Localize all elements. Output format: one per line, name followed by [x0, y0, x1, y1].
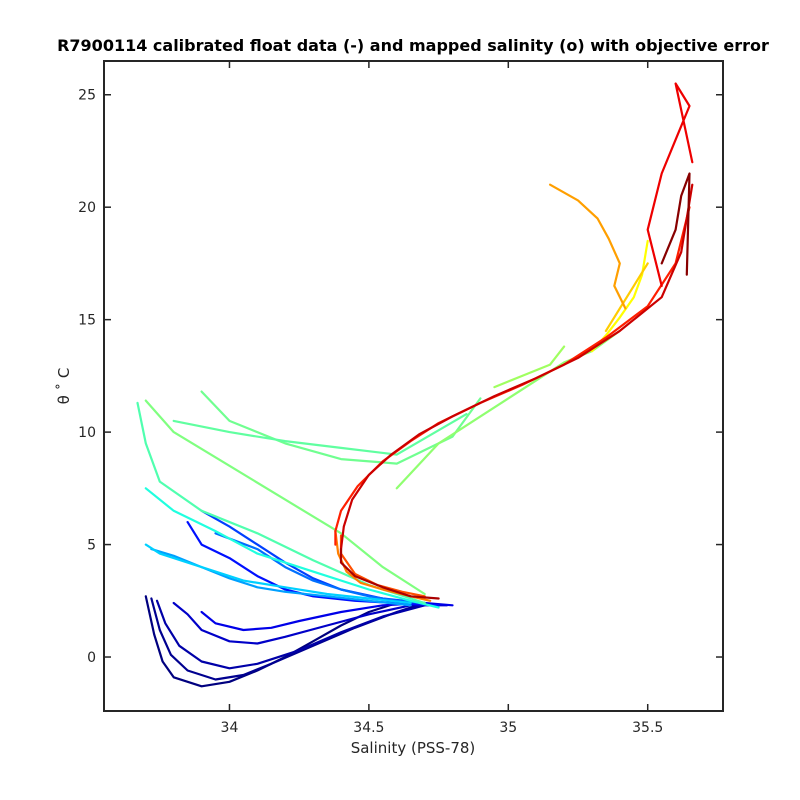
series-line-16	[493, 345, 566, 389]
series-line-24	[339, 183, 694, 551]
y-tick-label: 10	[78, 425, 96, 441]
x-tick-label: 34	[221, 720, 239, 736]
y-tick-label: 20	[78, 200, 96, 216]
y-axis-label: θ ˚ C	[55, 368, 73, 405]
series-line-9	[144, 543, 412, 605]
series-line-18	[604, 262, 649, 332]
series-line-19	[548, 183, 627, 310]
series-line-12	[144, 399, 426, 596]
x-tick-label: 35.5	[632, 720, 663, 736]
series-line-0	[144, 595, 398, 688]
x-axis-label: Salinity (PSS-78)	[351, 739, 476, 757]
y-tick-label: 0	[87, 650, 96, 666]
series-line-13	[200, 390, 482, 465]
series-line-25	[339, 547, 440, 600]
x-ticks: 34 34.5 35 35.5	[221, 61, 663, 736]
series-line-26	[660, 172, 691, 276]
plot-frame	[103, 60, 724, 712]
series-line-14	[172, 413, 468, 456]
series-line-15	[395, 329, 621, 490]
series-line-22	[334, 206, 691, 546]
series-line-3	[172, 601, 449, 645]
series-line-11	[136, 401, 426, 605]
series-line-2	[155, 599, 426, 670]
y-tick-label: 25	[78, 88, 96, 104]
x-tick-label: 34.5	[353, 720, 384, 736]
y-ticks: 0 5 10 15 20 25	[78, 88, 723, 666]
series-line-23	[646, 82, 694, 287]
chart-title: R7900114 calibrated float data (-) and m…	[57, 36, 769, 55]
series-line-10	[144, 487, 440, 609]
series-layer	[136, 82, 694, 688]
x-tick-label: 35	[499, 720, 517, 736]
y-tick-label: 5	[87, 538, 96, 554]
series-line-8	[150, 547, 412, 607]
y-tick-label: 15	[78, 313, 96, 329]
